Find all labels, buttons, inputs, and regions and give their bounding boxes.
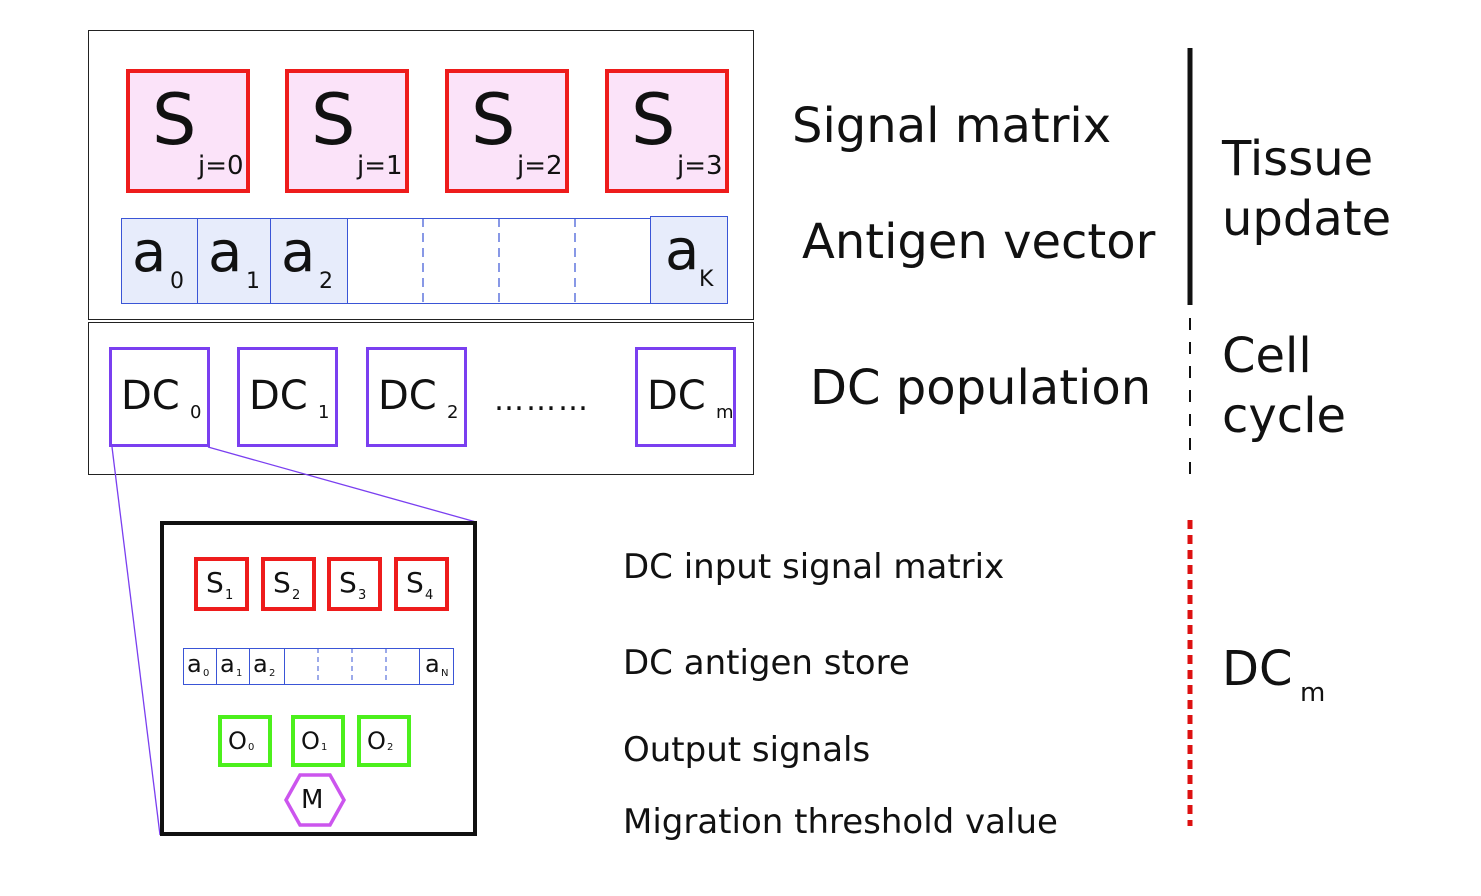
signal-box-2: S j=2 (445, 69, 569, 193)
tissue-panel (88, 30, 754, 320)
phase-indicator-lines (1187, 48, 1193, 826)
dc-antigen-subscript: N (441, 668, 449, 679)
dc-symbol: DC (121, 373, 180, 419)
dc-antigen-symbol: a (220, 650, 235, 678)
antigen-symbol: a (281, 220, 316, 285)
dc-box-1: DC 1 (237, 347, 338, 447)
antigen-subscript: 0 (170, 269, 184, 294)
signal-box-1: S j=1 (285, 69, 409, 193)
dc-box-2: DC 2 (366, 347, 467, 447)
dc-antigen-symbol: a (253, 650, 268, 678)
dc-subscript: 2 (447, 402, 459, 423)
dc-signal-symbol: S (406, 566, 424, 599)
dc-signal-subscript: 1 (225, 588, 234, 603)
signal-box-0: S j=0 (126, 69, 250, 193)
antigen-symbol: a (132, 220, 167, 285)
dc-symbol: DC (647, 373, 706, 419)
output-symbol: O (301, 727, 320, 755)
dc-subscript: 0 (190, 402, 202, 423)
dc-symbol: DC (378, 373, 437, 419)
migration-hexagon-icon (284, 773, 346, 827)
dc-signal-box-2: S 2 (261, 557, 316, 611)
dc-antigen-cell-0: a 0 (183, 648, 217, 685)
antigen-vector-label: Antigen vector (802, 214, 1156, 270)
dc-symbol: DC (249, 373, 308, 419)
signal-subscript: j=1 (357, 151, 403, 181)
dc-antigen-symbol: a (425, 650, 440, 678)
output-symbol: O (228, 727, 247, 755)
dc-signal-subscript: 3 (358, 588, 367, 603)
signal-symbol: S (471, 79, 516, 161)
dc-population-panel (88, 322, 754, 475)
dc-antigen-symbol: a (187, 650, 202, 678)
cell-cycle-label-line2: cycle (1222, 388, 1347, 444)
signal-subscript: j=3 (677, 151, 723, 181)
output-subscript: 2 (387, 742, 394, 753)
output-box-2: O 2 (357, 715, 411, 767)
dc-box-0: DC 0 (109, 347, 210, 447)
dc-subscript: 1 (318, 402, 330, 423)
output-subscript: 0 (248, 742, 255, 753)
dc-input-signal-label: DC input signal matrix (623, 547, 1005, 587)
tissue-update-label-line1: Tissue (1222, 131, 1374, 187)
output-signals-label: Output signals (623, 730, 871, 770)
antigen-subscript: 2 (319, 269, 333, 294)
dc-signal-subscript: 2 (292, 588, 301, 603)
signal-box-3: S j=3 (605, 69, 729, 193)
antigen-cell-k: a K (650, 216, 728, 304)
signal-matrix-label: Signal matrix (792, 98, 1112, 154)
signal-subscript: j=0 (198, 151, 244, 181)
output-box-1: O 1 (291, 715, 345, 767)
signal-subscript: j=2 (517, 151, 563, 181)
dc-signal-box-4: S 4 (394, 557, 449, 611)
antigen-cell-2: a 2 (270, 218, 348, 304)
migration-threshold-label: Migration threshold value (623, 802, 1058, 842)
antigen-cell-0: a 0 (121, 218, 198, 304)
tissue-update-label-line2: update (1222, 191, 1392, 247)
antigen-subscript: K (699, 267, 714, 292)
dc-antigen-subscript: 1 (236, 668, 243, 679)
dc-signal-symbol: S (273, 566, 291, 599)
antigen-symbol: a (208, 220, 243, 285)
signal-symbol: S (631, 79, 676, 161)
dc-population-label: DC population (810, 360, 1152, 416)
migration-symbol: M (301, 785, 324, 815)
dc-detail-panel (160, 521, 477, 836)
output-subscript: 1 (321, 742, 328, 753)
dc-m-label: DC (1222, 641, 1293, 697)
dc-signal-symbol: S (206, 566, 224, 599)
dc-signal-box-1: S 1 (194, 557, 249, 611)
dc-antigen-subscript: 0 (203, 668, 210, 679)
dc-antigen-store-label: DC antigen store (623, 643, 910, 683)
dc-signal-symbol: S (339, 566, 357, 599)
dc-antigen-cell-n: a N (419, 648, 454, 685)
output-box-0: O 0 (218, 715, 272, 767)
output-symbol: O (367, 727, 386, 755)
dc-signal-box-3: S 3 (327, 557, 382, 611)
antigen-cell-1: a 1 (197, 218, 271, 304)
signal-symbol: S (152, 79, 197, 161)
dc-box-m: DC m (635, 347, 736, 447)
dc-signal-subscript: 4 (425, 588, 434, 603)
dc-m-subscript: m (1300, 678, 1326, 708)
dc-antigen-cell-1: a 1 (216, 648, 250, 685)
antigen-symbol: a (665, 218, 700, 283)
dc-antigen-dashed-dividers (317, 648, 387, 685)
dc-ellipsis: ……… (494, 383, 590, 418)
dc-antigen-subscript: 2 (269, 668, 276, 679)
cell-cycle-label-line1: Cell (1222, 328, 1312, 384)
signal-symbol: S (311, 79, 356, 161)
dc-antigen-cell-2: a 2 (249, 648, 285, 685)
dc-subscript: m (716, 402, 734, 423)
antigen-subscript: 1 (246, 269, 260, 294)
